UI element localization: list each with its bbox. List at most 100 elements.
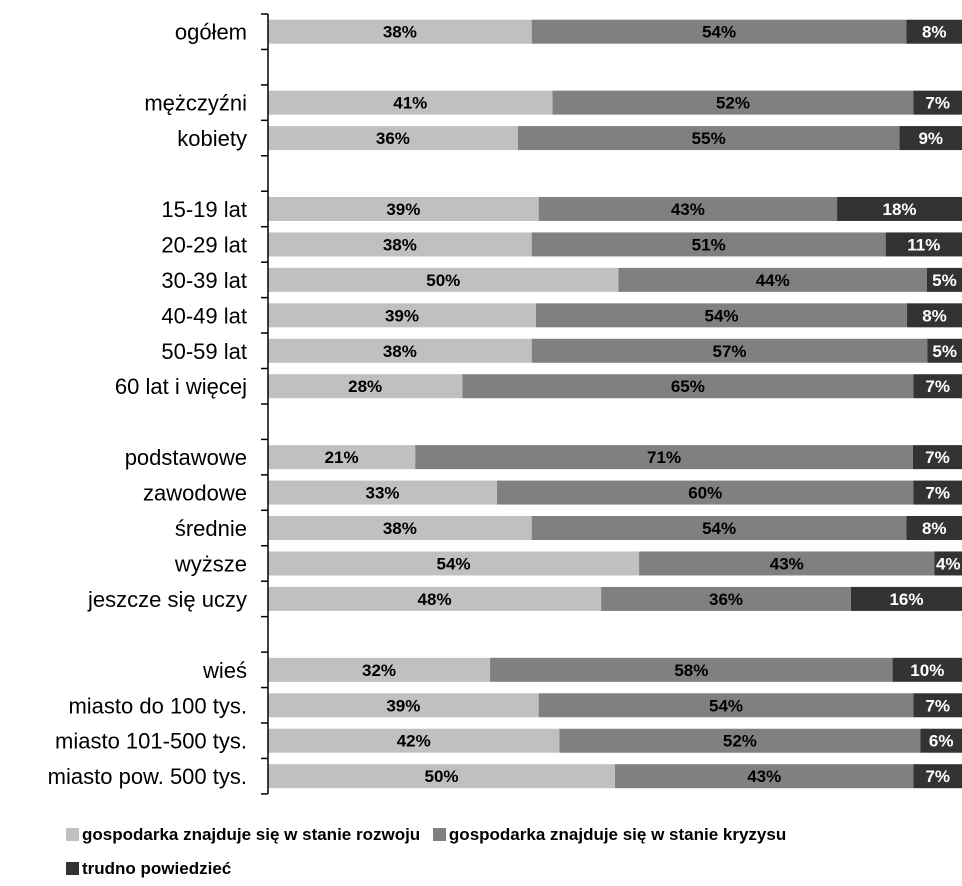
- category-label: kobiety: [177, 126, 247, 151]
- data-label-growth: 33%: [365, 484, 399, 503]
- bar-segment-crisis: [415, 445, 913, 470]
- data-label-growth: 50%: [426, 271, 460, 290]
- category-label: miasto do 100 tys.: [68, 693, 247, 718]
- category-label: 20-29 lat: [161, 232, 247, 257]
- category-label: miasto pow. 500 tys.: [48, 764, 247, 789]
- data-label-hard-to-say: 7%: [925, 696, 950, 715]
- data-label-hard-to-say: 8%: [922, 23, 947, 42]
- legend-label-growth: gospodarka znajduje się w stanie rozwoju: [82, 825, 421, 844]
- data-label-crisis: 43%: [770, 554, 804, 573]
- data-label-crisis: 60%: [688, 484, 722, 503]
- data-label-growth: 39%: [386, 200, 420, 219]
- data-label-hard-to-say: 4%: [936, 554, 961, 573]
- data-label-crisis: 44%: [756, 271, 790, 290]
- data-label-growth: 54%: [437, 554, 471, 573]
- data-label-growth: 36%: [376, 129, 410, 148]
- bar-segment-growth: [268, 657, 491, 682]
- data-label-growth: 39%: [385, 306, 419, 325]
- bar-segment-hard-to-say: [892, 657, 962, 682]
- bar-segment-hard-to-say: [913, 764, 962, 789]
- data-label-growth: 38%: [383, 235, 417, 254]
- category-label: zawodowe: [143, 481, 247, 506]
- category-label: 50-59 lat: [161, 339, 247, 364]
- data-label-crisis: 55%: [692, 129, 726, 148]
- bar-segment-growth: [268, 126, 518, 151]
- category-label: podstawowe: [125, 445, 247, 470]
- data-label-hard-to-say: 7%: [925, 448, 950, 467]
- bar-segment-growth: [268, 693, 539, 718]
- data-label-hard-to-say: 5%: [932, 271, 957, 290]
- data-label-crisis: 43%: [747, 767, 781, 786]
- bar-segment-crisis: [497, 480, 914, 505]
- bar-segment-growth: [268, 480, 498, 505]
- legend-label-hard-to-say: trudno powiedzieć: [82, 859, 232, 878]
- bar-segment-crisis: [559, 728, 921, 753]
- bar-segment-growth: [268, 90, 553, 115]
- bar-segment-crisis: [531, 19, 907, 44]
- data-label-crisis: 43%: [671, 200, 705, 219]
- data-label-crisis: 57%: [712, 342, 746, 361]
- data-label-hard-to-say: 8%: [922, 519, 947, 538]
- category-label: średnie: [175, 516, 247, 541]
- bar-segment-crisis: [618, 267, 927, 292]
- bar-segment-hard-to-say: [913, 90, 962, 115]
- bar-segment-growth: [268, 374, 463, 399]
- bar-segment-crisis: [615, 764, 914, 789]
- data-label-crisis: 58%: [674, 661, 708, 680]
- legend-item-growth: gospodarka znajduje się w stanie rozwoju: [66, 818, 420, 852]
- data-label-growth: 32%: [362, 661, 396, 680]
- legend-swatch-hard-to-say: [66, 862, 79, 875]
- data-label-hard-to-say: 16%: [889, 590, 923, 609]
- bar-segment-hard-to-say: [899, 126, 962, 151]
- data-label-crisis: 54%: [702, 519, 736, 538]
- bar-segment-hard-to-say: [906, 19, 962, 44]
- bar-segment-hard-to-say: [907, 303, 962, 328]
- bars-group: 38% 54% 8% 41% 52% 7% 36% 55% 9% 39% 43% 18% 38% 51% 1…: [268, 19, 962, 789]
- bar-segment-crisis: [601, 586, 851, 611]
- bar-segment-growth: [268, 764, 615, 789]
- data-label-crisis: 51%: [692, 235, 726, 254]
- category-label: ogółem: [175, 20, 247, 45]
- data-label-hard-to-say: 7%: [925, 94, 950, 113]
- data-label-hard-to-say: 9%: [918, 129, 943, 148]
- category-label: wieś: [202, 658, 247, 683]
- data-label-crisis: 65%: [671, 377, 705, 396]
- category-label: 15-19 lat: [161, 197, 247, 222]
- bar-segment-growth: [268, 586, 602, 611]
- data-label-hard-to-say: 5%: [932, 342, 957, 361]
- data-label-hard-to-say: 7%: [925, 377, 950, 396]
- data-label-growth: 50%: [424, 767, 458, 786]
- data-label-crisis: 54%: [709, 696, 743, 715]
- bar-segment-crisis: [531, 338, 928, 363]
- bar-segment-hard-to-say: [926, 267, 962, 292]
- data-label-crisis: 36%: [709, 590, 743, 609]
- bar-segment-crisis: [531, 232, 886, 257]
- bar-segment-crisis: [639, 551, 935, 576]
- data-label-crisis: 54%: [704, 306, 738, 325]
- category-axis: [261, 13, 269, 795]
- bar-segment-hard-to-say: [913, 374, 962, 399]
- data-label-growth: 41%: [393, 94, 427, 113]
- bar-segment-hard-to-say: [885, 232, 962, 257]
- bar-segment-growth: [268, 303, 536, 328]
- bar-segment-crisis: [552, 90, 914, 115]
- legend: gospodarka znajduje się w stanie rozwoju…: [66, 818, 956, 886]
- category-label: 40-49 lat: [161, 303, 247, 328]
- data-label-hard-to-say: 7%: [925, 484, 950, 503]
- bar-segment-hard-to-say: [913, 693, 962, 718]
- data-label-hard-to-say: 8%: [922, 306, 947, 325]
- data-label-hard-to-say: 11%: [907, 235, 940, 254]
- bar-segment-growth: [268, 728, 560, 753]
- legend-item-crisis: gospodarka znajduje się w stanie kryzysu: [432, 818, 786, 852]
- bar-segment-crisis: [535, 303, 908, 328]
- bar-segment-crisis: [490, 657, 893, 682]
- category-label: wyższe: [174, 551, 247, 576]
- data-label-growth: 48%: [418, 590, 452, 609]
- data-label-growth: 42%: [397, 732, 431, 751]
- bar-segment-hard-to-say: [906, 516, 962, 541]
- bar-segment-crisis: [538, 196, 838, 221]
- bar-segment-crisis: [531, 516, 907, 541]
- data-label-hard-to-say: 7%: [925, 767, 950, 786]
- bar-segment-hard-to-say: [934, 551, 962, 576]
- data-label-crisis: 54%: [702, 23, 736, 42]
